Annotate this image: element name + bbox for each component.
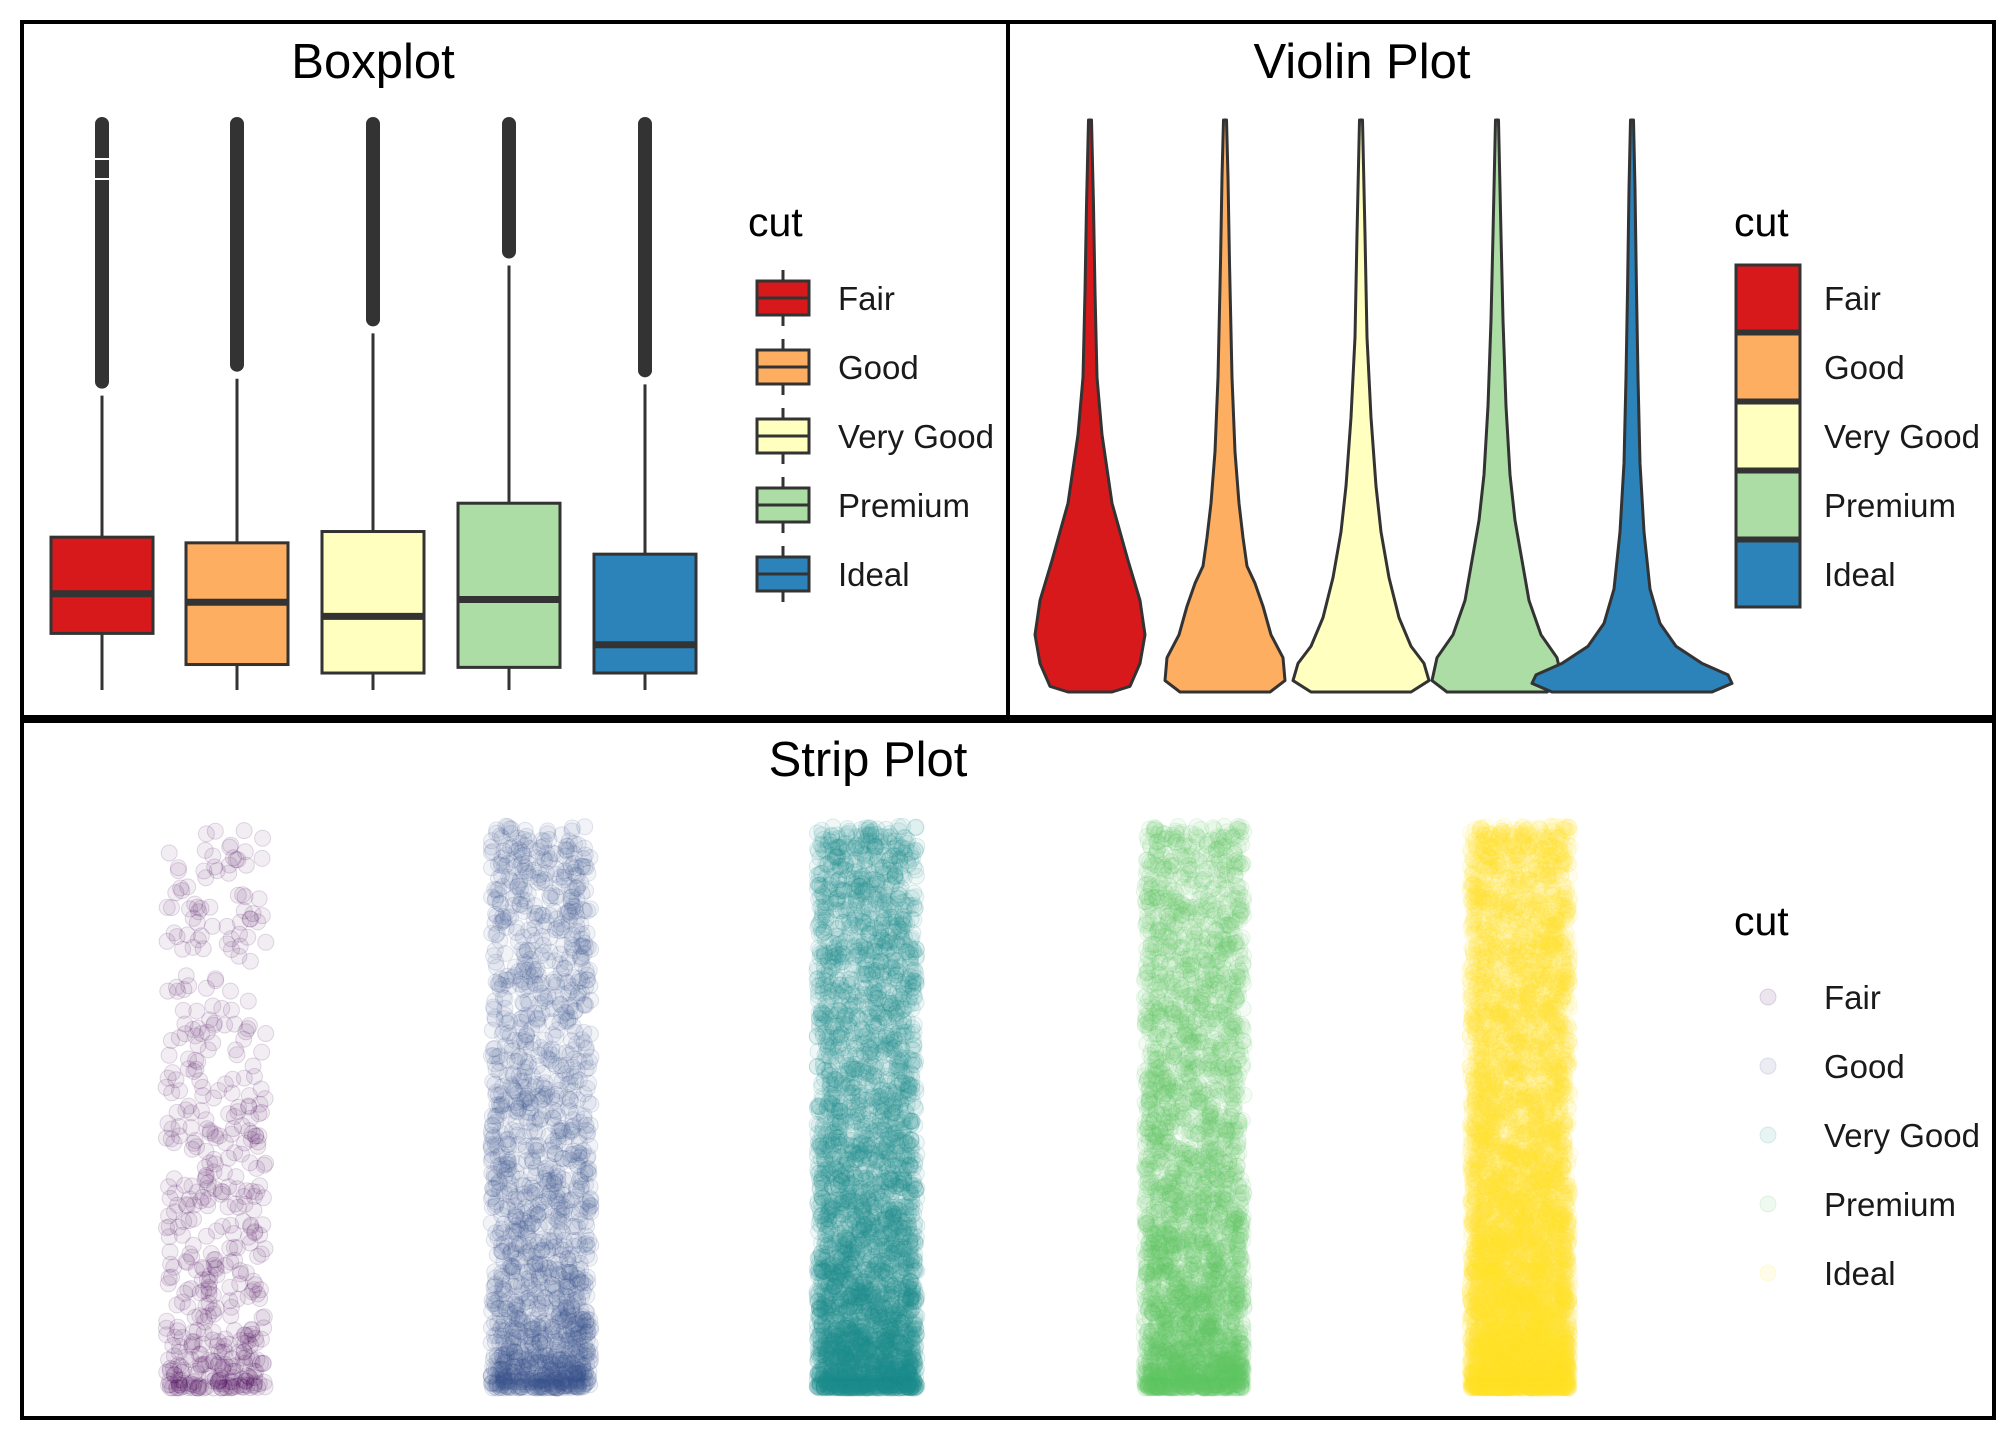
violin-legend-label-very-good: Very Good xyxy=(1824,418,1980,455)
box-fair xyxy=(49,535,155,635)
box-legend-label-very-good: Very Good xyxy=(838,418,994,455)
strip-legend-label-good: Good xyxy=(1824,1048,1905,1085)
strip-legend-label-very-good: Very Good xyxy=(1824,1117,1980,1154)
violin-good xyxy=(1163,118,1287,694)
strip-points-ideal xyxy=(1461,817,1579,1397)
strip-points-good xyxy=(482,817,600,1397)
violin-legend-key-good xyxy=(1734,332,1802,402)
strip-legend-key-ideal xyxy=(1759,1264,1777,1282)
box-legend-label-premium: Premium xyxy=(838,487,970,524)
violin-premium xyxy=(1430,118,1564,694)
box-legend-label-ideal: Ideal xyxy=(838,556,910,593)
strip-title: Strip Plot xyxy=(769,733,968,787)
violin-ideal xyxy=(1530,118,1734,694)
strip-legend-key-very-good xyxy=(1759,1126,1777,1144)
strip-legend-label-premium: Premium xyxy=(1824,1186,1956,1223)
violin-legend-label-ideal: Ideal xyxy=(1824,556,1896,593)
boxplot-legend-title: cut xyxy=(748,199,803,245)
box-premium xyxy=(456,501,562,669)
violin-panel xyxy=(1006,20,1996,719)
strip-legend-title: cut xyxy=(1734,898,1789,944)
strip-legend: Fair Good Very Good Premium Ideal xyxy=(1759,979,1980,1292)
violin-legend-key-ideal xyxy=(1734,539,1802,609)
violin-very-good xyxy=(1291,118,1431,694)
strip-points-fair xyxy=(157,822,275,1397)
strip-legend-key-good xyxy=(1759,1057,1777,1075)
violin-legend-key-premium xyxy=(1734,470,1802,540)
boxplot-title: Boxplot xyxy=(291,35,455,89)
strip-legend-label-ideal: Ideal xyxy=(1824,1255,1896,1292)
violin-legend-label-good: Good xyxy=(1824,349,1905,386)
violin-legend-title: cut xyxy=(1734,199,1789,245)
violin-fair xyxy=(1033,118,1147,694)
violin-legend: Fair Good Very Good Premium Ideal xyxy=(1734,263,1980,609)
violin-legend-label-premium: Premium xyxy=(1824,487,1956,524)
violin-legend-key-fair xyxy=(1734,263,1802,333)
box-ideal xyxy=(592,552,698,675)
box-legend-label-fair: Fair xyxy=(838,280,895,317)
violin-title: Violin Plot xyxy=(1253,35,1470,89)
boxplot-legend: Fair Good Very Good Premium Ideal xyxy=(755,270,994,602)
box-outlier-gap-0 xyxy=(94,158,110,160)
strip-panel xyxy=(20,719,1996,1420)
strip-points-premium xyxy=(1135,817,1253,1397)
boxplot-marks xyxy=(49,117,698,690)
strip-legend-key-fair xyxy=(1759,988,1777,1006)
box-outlier-gap-1 xyxy=(94,178,110,180)
strip-legend-key-premium xyxy=(1759,1195,1777,1213)
strip-points-very-good xyxy=(808,817,926,1397)
violin-legend-key-very-good xyxy=(1734,401,1802,471)
violin-marks xyxy=(1033,118,1734,694)
strip-legend-label-fair: Fair xyxy=(1824,979,1881,1016)
violin-legend-label-fair: Fair xyxy=(1824,280,1881,317)
box-very-good xyxy=(320,530,426,675)
box-legend-label-good: Good xyxy=(838,349,919,386)
strip-marks xyxy=(157,817,1579,1397)
